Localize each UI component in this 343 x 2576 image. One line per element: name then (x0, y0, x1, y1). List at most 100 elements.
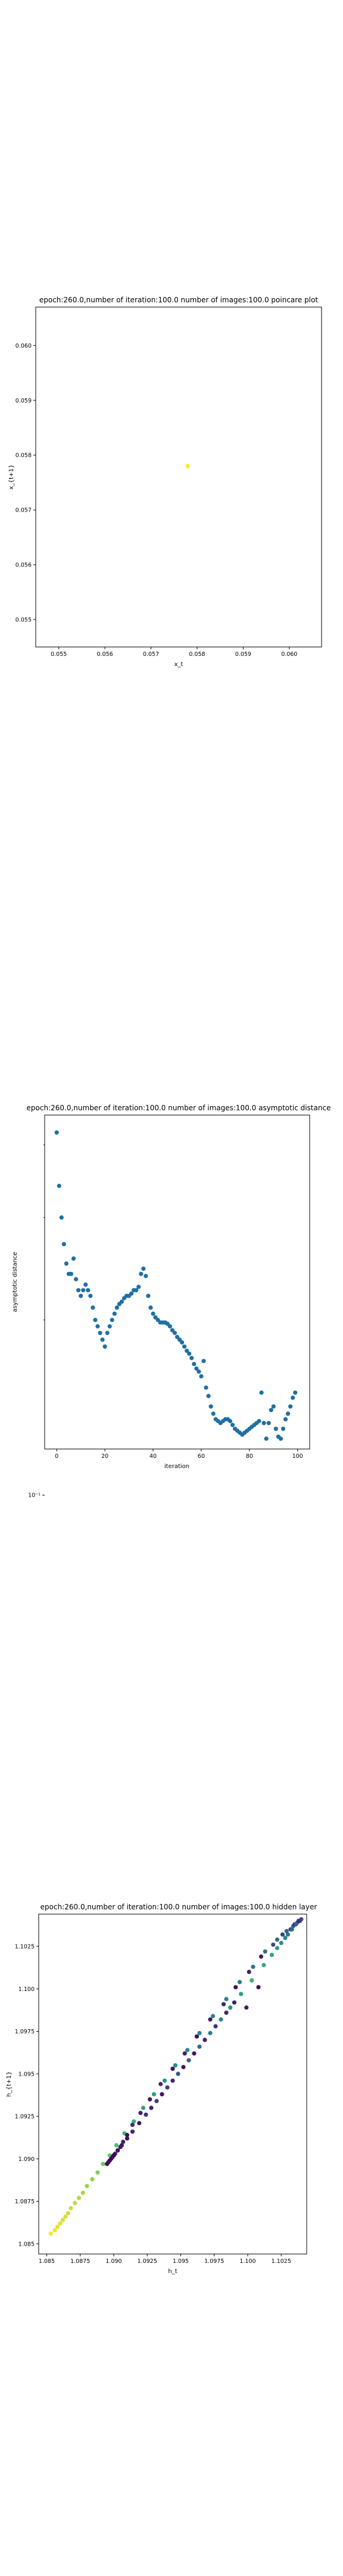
x-tick-label: 1.0875 (70, 2258, 90, 2265)
data-point (64, 1261, 69, 1266)
asymptotic-distance-plot: epoch:260.0,number of iteration:100.0 nu… (12, 1104, 331, 1499)
data-point (224, 1996, 229, 2002)
hidden-layer-plot: epoch:260.0,number of iteration:100.0 nu… (6, 1903, 317, 2275)
data-point (95, 1324, 100, 1329)
x-tick-label: 1.0925 (138, 2258, 157, 2265)
data-point (138, 2110, 143, 2116)
data-point (71, 1256, 76, 1261)
data-point (88, 1293, 93, 1298)
data-point (210, 2014, 216, 2018)
data-point (202, 2038, 207, 2042)
data-point (271, 1942, 276, 1947)
data-point (68, 2206, 73, 2210)
data-point (81, 1288, 86, 1293)
data-point (182, 1344, 187, 1349)
data-point (63, 2214, 68, 2219)
data-point (48, 2231, 53, 2236)
data-point (181, 2064, 186, 2070)
data-point (116, 2148, 120, 2153)
data-point (283, 1417, 288, 1422)
data-point (167, 1324, 172, 1329)
data-point (208, 2030, 213, 2036)
data-point (173, 2063, 178, 2068)
data-point (52, 2228, 57, 2233)
data-point (110, 1317, 114, 1323)
data-point (112, 1311, 117, 1316)
data-point (132, 2119, 136, 2124)
data-point (165, 2085, 170, 2090)
data-point (227, 1419, 233, 1423)
data-point (111, 2153, 116, 2158)
data-point (251, 1964, 255, 1969)
data-point (105, 2162, 110, 2166)
data-point (139, 1271, 144, 1276)
data-point (66, 2211, 71, 2216)
data-point (172, 1330, 177, 1335)
data-point (101, 2162, 105, 2166)
data-point (162, 2078, 167, 2083)
x-axis-label: h_t (168, 2268, 177, 2275)
y-axis-label: x_{t+1} (8, 465, 15, 490)
data-point (199, 1374, 204, 1379)
x-tick-label: 0.059 (235, 651, 251, 658)
data-point (182, 2051, 187, 2056)
data-point (141, 2106, 146, 2110)
data-point (146, 1293, 151, 1298)
x-tick-label: 20 (101, 1453, 108, 1460)
data-point (149, 2106, 154, 2110)
data-point (224, 2010, 229, 2015)
data-point (83, 1282, 88, 1287)
x-tick-label: 40 (149, 1453, 157, 1460)
data-point (187, 1351, 192, 1356)
data-point (211, 1411, 216, 1416)
plot-title: epoch:260.0,number of iteration:100.0 nu… (40, 1903, 317, 1911)
y-tick-label: 1.085 (18, 2241, 35, 2247)
data-point (280, 1426, 286, 1431)
data-point (86, 1288, 91, 1293)
y-tick-label: 1.0875 (15, 2199, 35, 2205)
data-point (230, 1423, 235, 1428)
data-point (259, 1390, 264, 1395)
y-axis-label: h_{t+1} (6, 2072, 13, 2097)
y-tick-label: 1.1025 (15, 1944, 35, 1950)
data-point (271, 1404, 276, 1409)
data-point (130, 2122, 135, 2127)
y-tick-label: 0.056 (15, 562, 32, 569)
data-point (256, 1984, 261, 1990)
data-point (185, 2048, 190, 2052)
y-axis-label: asymptotic distance (12, 1252, 18, 1312)
data-point (124, 2136, 130, 2141)
data-point (137, 2120, 142, 2126)
data-point (283, 1936, 288, 1940)
data-point (197, 2044, 202, 2049)
plot-title: epoch:260.0,number of iteration:100.0 nu… (27, 1104, 331, 1112)
data-point (197, 1369, 201, 1374)
data-point (98, 1330, 102, 1335)
data-point (232, 2000, 237, 2005)
data-point (261, 1962, 266, 1968)
data-point (284, 1928, 289, 1934)
data-point (285, 1411, 291, 1416)
data-point (129, 1291, 134, 1296)
data-point (144, 2112, 148, 2117)
data-point (76, 2196, 82, 2200)
y-tick-label: 1.100 (18, 1986, 35, 1993)
data-point (185, 1348, 189, 1353)
data-point (148, 1305, 153, 1310)
x-tick-label: 0.057 (143, 651, 159, 658)
data-point (151, 1311, 155, 1316)
x-tick-label: 1.100 (239, 2258, 255, 2265)
data-point (257, 1419, 261, 1423)
data-point (294, 1922, 298, 1927)
x-tick-label: 0.058 (189, 651, 205, 658)
data-point (80, 2190, 85, 2195)
data-point (213, 2024, 218, 2029)
x-tick-label: 1.095 (173, 2258, 189, 2265)
data-point (247, 1970, 251, 1974)
x-tick-label: 1.090 (105, 2258, 121, 2265)
data-point (208, 1404, 213, 1409)
data-point (194, 2034, 199, 2039)
data-point (275, 1946, 280, 1950)
data-point (58, 2221, 63, 2226)
data-point (189, 1355, 194, 1361)
